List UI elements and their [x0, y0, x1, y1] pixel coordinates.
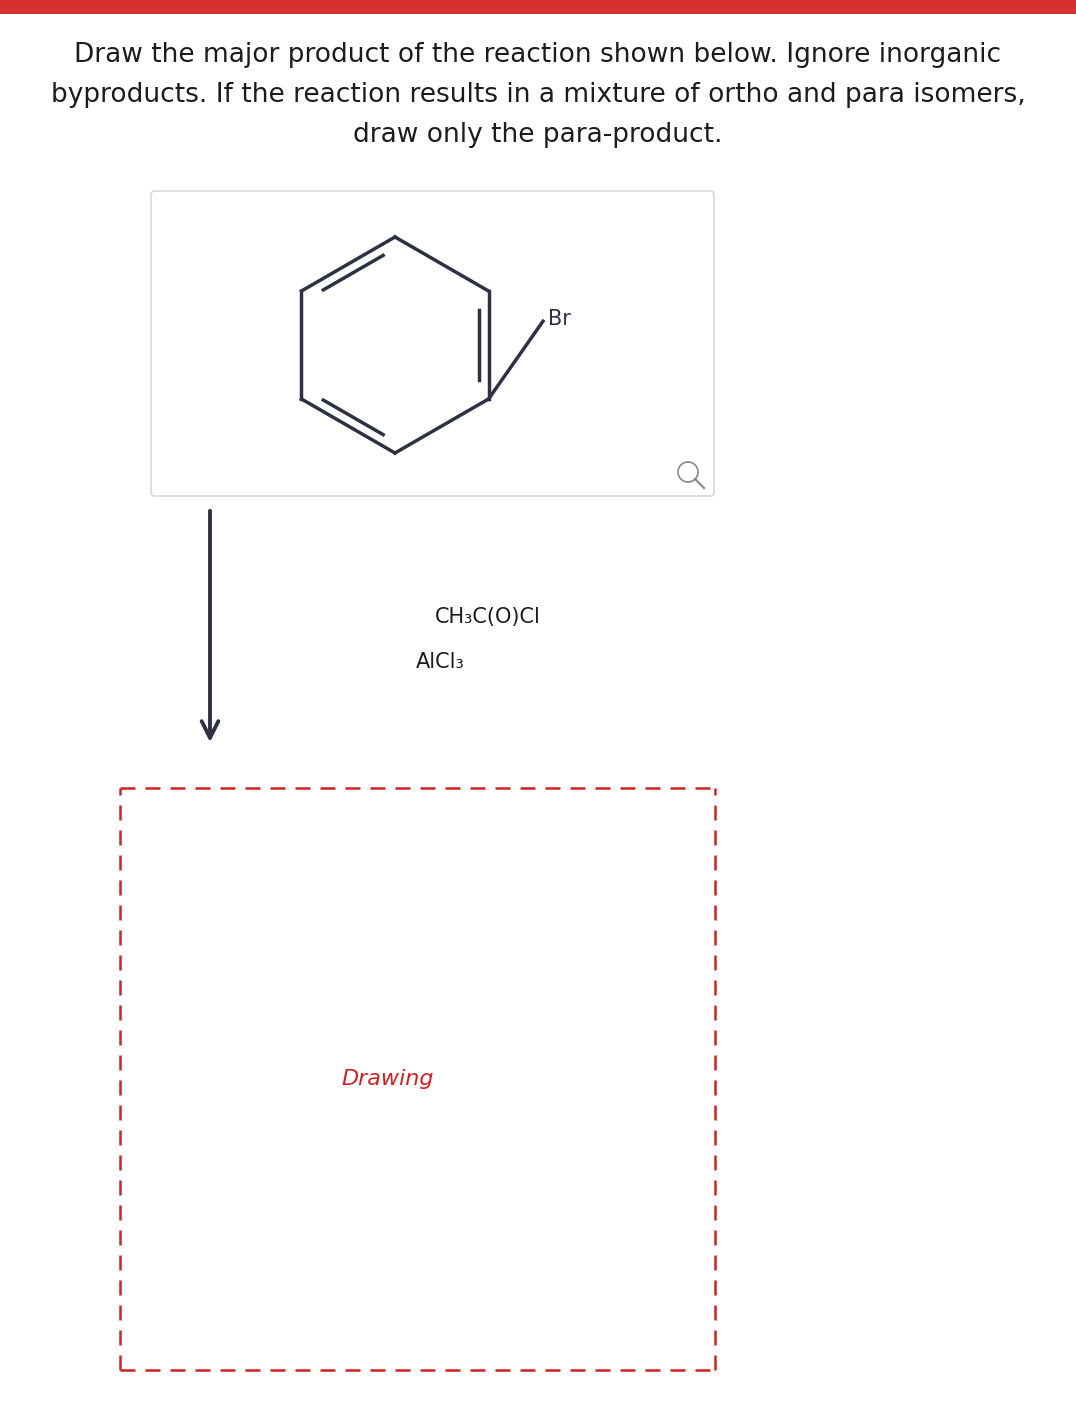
Text: Drawing: Drawing	[341, 1069, 434, 1089]
Text: byproducts. If the reaction results in a mixture of ortho and para isomers,: byproducts. If the reaction results in a…	[51, 82, 1025, 108]
Text: CH₃C(O)Cl: CH₃C(O)Cl	[435, 607, 541, 627]
Text: Br: Br	[548, 309, 571, 328]
Bar	[0, 0, 1076, 14]
FancyBboxPatch shape	[151, 191, 714, 496]
Text: draw only the para-product.: draw only the para-product.	[353, 122, 723, 148]
Text: Draw the major product of the reaction shown below. Ignore inorganic: Draw the major product of the reaction s…	[74, 43, 1002, 68]
Text: AlCl₃: AlCl₃	[416, 653, 465, 673]
